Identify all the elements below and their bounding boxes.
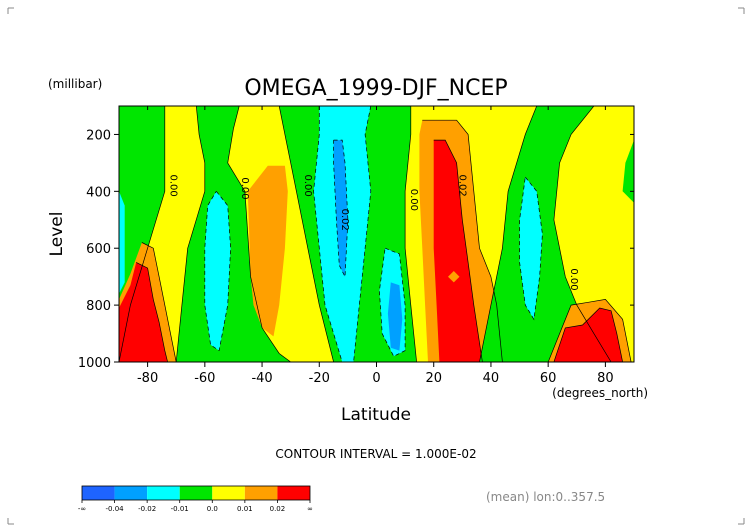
colorbar-label: -0.02 [138, 505, 156, 513]
y-axis: 200 400 600 800 1000 [78, 128, 634, 371]
colorbar-swatch [244, 486, 278, 500]
band-blue-equator [387, 282, 403, 351]
chart-title: OMEGA_1999-DJF_NCEP [244, 76, 507, 101]
band-green-east-edge [622, 140, 634, 203]
band-cyan-mid [204, 191, 231, 351]
contour-label-6: 0.00 [568, 268, 579, 290]
band-orange-notch [448, 271, 460, 283]
colorbar-label: -0.01 [171, 505, 189, 513]
contour-line-1 [175, 106, 206, 362]
contour-line-4 [313, 106, 343, 362]
contour-label-4: 0.00 [408, 189, 419, 211]
contour-line-13 [553, 106, 612, 362]
contour-line-3 [278, 106, 334, 362]
contour-line-16 [553, 307, 623, 362]
contour-line-12 [433, 139, 483, 362]
contour-labels: 0.00 0.00 0.00 0.02 0.00 0.02 0.00 [168, 175, 580, 291]
contour-line-5 [353, 106, 372, 362]
colorbar-swatch [212, 486, 245, 500]
y-tick-label: 800 [86, 299, 111, 314]
contour-line-11 [422, 119, 503, 362]
y-tick-label: 200 [86, 128, 111, 143]
contour-label-0: 0.00 [168, 175, 179, 197]
colorbar-swatch [147, 486, 180, 500]
y-tick-label: 400 [86, 185, 111, 200]
contour-line-6 [204, 191, 231, 352]
x-tick-label: -80 [137, 371, 158, 386]
x-tick-label: -40 [251, 371, 272, 386]
contour-label-5: 0.02 [456, 175, 467, 197]
colorbar-label: 0.0 [207, 505, 218, 513]
colorbar-swatch [82, 486, 115, 500]
contour-lines [119, 106, 632, 362]
footer-text: (mean) lon:0..357.5 [486, 490, 605, 504]
colorbar-swatch [179, 486, 213, 500]
x-units-label: (degrees_north) [552, 386, 648, 400]
colorbar-frame [81, 485, 311, 501]
colorbar-label: -0.04 [106, 505, 125, 513]
x-tick-label: 80 [597, 371, 614, 386]
x-axis-label: Latitude [341, 405, 411, 425]
contour-line-2 [227, 106, 291, 362]
contour-line-0 [119, 106, 166, 362]
contour-line-7 [333, 139, 349, 279]
y-units-label: (millibar) [48, 77, 102, 91]
band-red-north [433, 140, 483, 362]
colorbar-swatch [114, 486, 148, 500]
band-green-center [279, 106, 343, 362]
colorbar-label: 0.01 [237, 505, 253, 513]
x-tick-label: 0 [372, 371, 380, 386]
contour-line-10 [479, 106, 538, 362]
contour-line-18 [141, 242, 177, 362]
contour-interval-text: CONTOUR INTERVAL = 1.000E-02 [275, 447, 476, 461]
x-tick-label: 20 [425, 371, 442, 386]
colorbar-swatch [277, 486, 310, 500]
corner-marks [7, 7, 745, 525]
band-cyan-edge [119, 191, 125, 294]
band-red-west [119, 262, 168, 362]
y-tick-label: 600 [86, 242, 111, 257]
x-tick-label: 40 [483, 371, 500, 386]
band-green-east [479, 106, 612, 362]
band-red-east [553, 308, 623, 362]
contour-line-14 [519, 176, 543, 321]
band-orange-mid [247, 165, 288, 337]
contour-line-8 [379, 247, 406, 357]
contour-label-3: 0.02 [339, 209, 350, 231]
x-tick-label: -60 [194, 371, 215, 386]
y-axis-label: Level [47, 212, 67, 257]
contour-label-1: 0.00 [239, 177, 250, 199]
contour-line-17 [136, 262, 168, 362]
band-cyan-east [519, 177, 543, 320]
x-axis: -80 -60 -40 -20 0 20 40 60 80 [137, 106, 614, 386]
colorbar: -∞ -0.04 -0.02 -0.01 0.0 0.01 0.02 ∞ [78, 485, 313, 513]
contour-line-15 [547, 299, 632, 362]
y-tick-label: 1000 [78, 356, 111, 371]
colorbar-label: 0.02 [270, 505, 286, 513]
colorbar-label: ∞ [307, 505, 313, 513]
band-blue-center [333, 140, 348, 277]
x-tick-label: -20 [309, 371, 330, 386]
x-tick-label: 60 [540, 371, 557, 386]
contour-label-2: 0.00 [302, 175, 313, 197]
colorbar-label: -∞ [78, 505, 86, 513]
contour-line-9 [404, 106, 417, 362]
